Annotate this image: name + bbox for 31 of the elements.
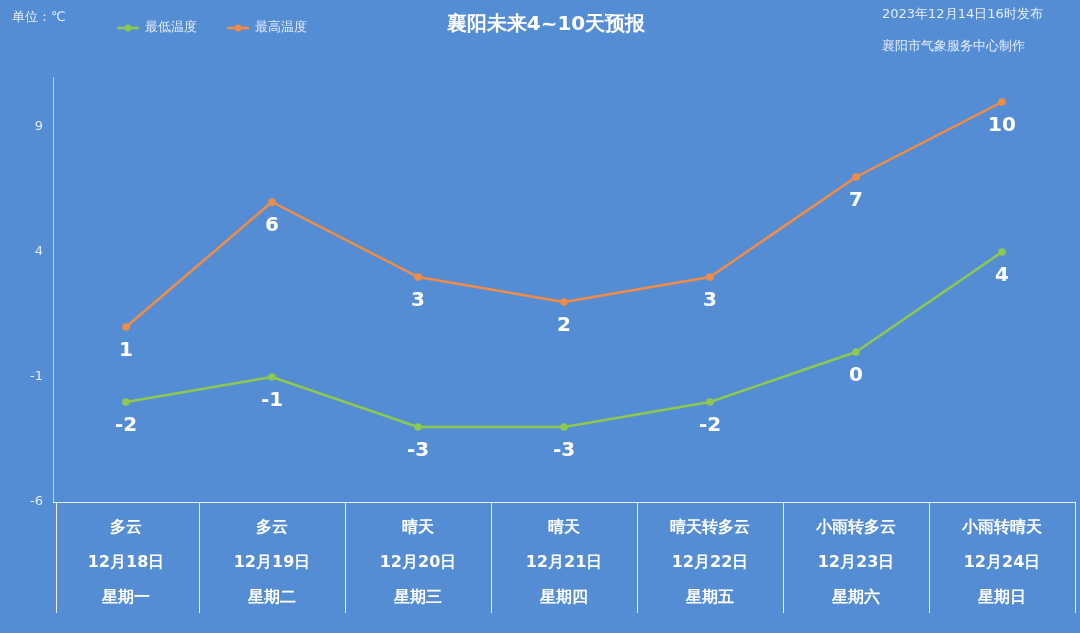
data-label: -1 [260, 387, 284, 412]
y-tick-label: -6 [30, 493, 43, 509]
data-label: -2 [698, 412, 722, 437]
data-label: 2 [557, 312, 571, 337]
y-axis-title: 单位：℃ [12, 9, 66, 25]
y-tick-label: 9 [34, 118, 43, 134]
x-tick-label: 小雨转多云12月23日星期六 [815, 516, 896, 606]
chart-title: 襄阳未来4~10天预报 [446, 11, 647, 36]
legend-label: 最高温度 [255, 19, 307, 35]
x-tick-label: 小雨转晴天12月24日星期日 [961, 516, 1043, 606]
y-tick-label: -1 [30, 368, 43, 384]
text: 2023年12月14日16时发布 [882, 6, 1043, 22]
x-tick-label: 晴天12月20日星期三 [379, 516, 457, 606]
data-label: 1 [119, 337, 133, 362]
data-label: 3 [703, 287, 717, 312]
y-tick-label: 4 [34, 243, 43, 259]
data-label: -3 [406, 437, 430, 462]
legend-label: 最低温度 [145, 19, 197, 35]
x-tick-label: 晴天转多云12月22日星期五 [670, 516, 750, 606]
x-tick-label: 多云12月18日星期一 [87, 516, 165, 606]
data-label: 6 [265, 212, 279, 237]
data-label: 0 [849, 362, 863, 387]
data-label: 4 [995, 262, 1009, 287]
data-label: -2 [114, 412, 138, 437]
data-label: 10 [988, 112, 1016, 137]
x-tick-label: 多云12月19日星期二 [233, 516, 311, 606]
text: 襄阳市气象服务中心制作 [882, 38, 1025, 54]
x-tick-label: 晴天12月21日星期四 [525, 516, 603, 606]
data-label: 7 [849, 187, 863, 212]
data-label: -3 [552, 437, 576, 462]
data-label: 3 [411, 287, 425, 312]
